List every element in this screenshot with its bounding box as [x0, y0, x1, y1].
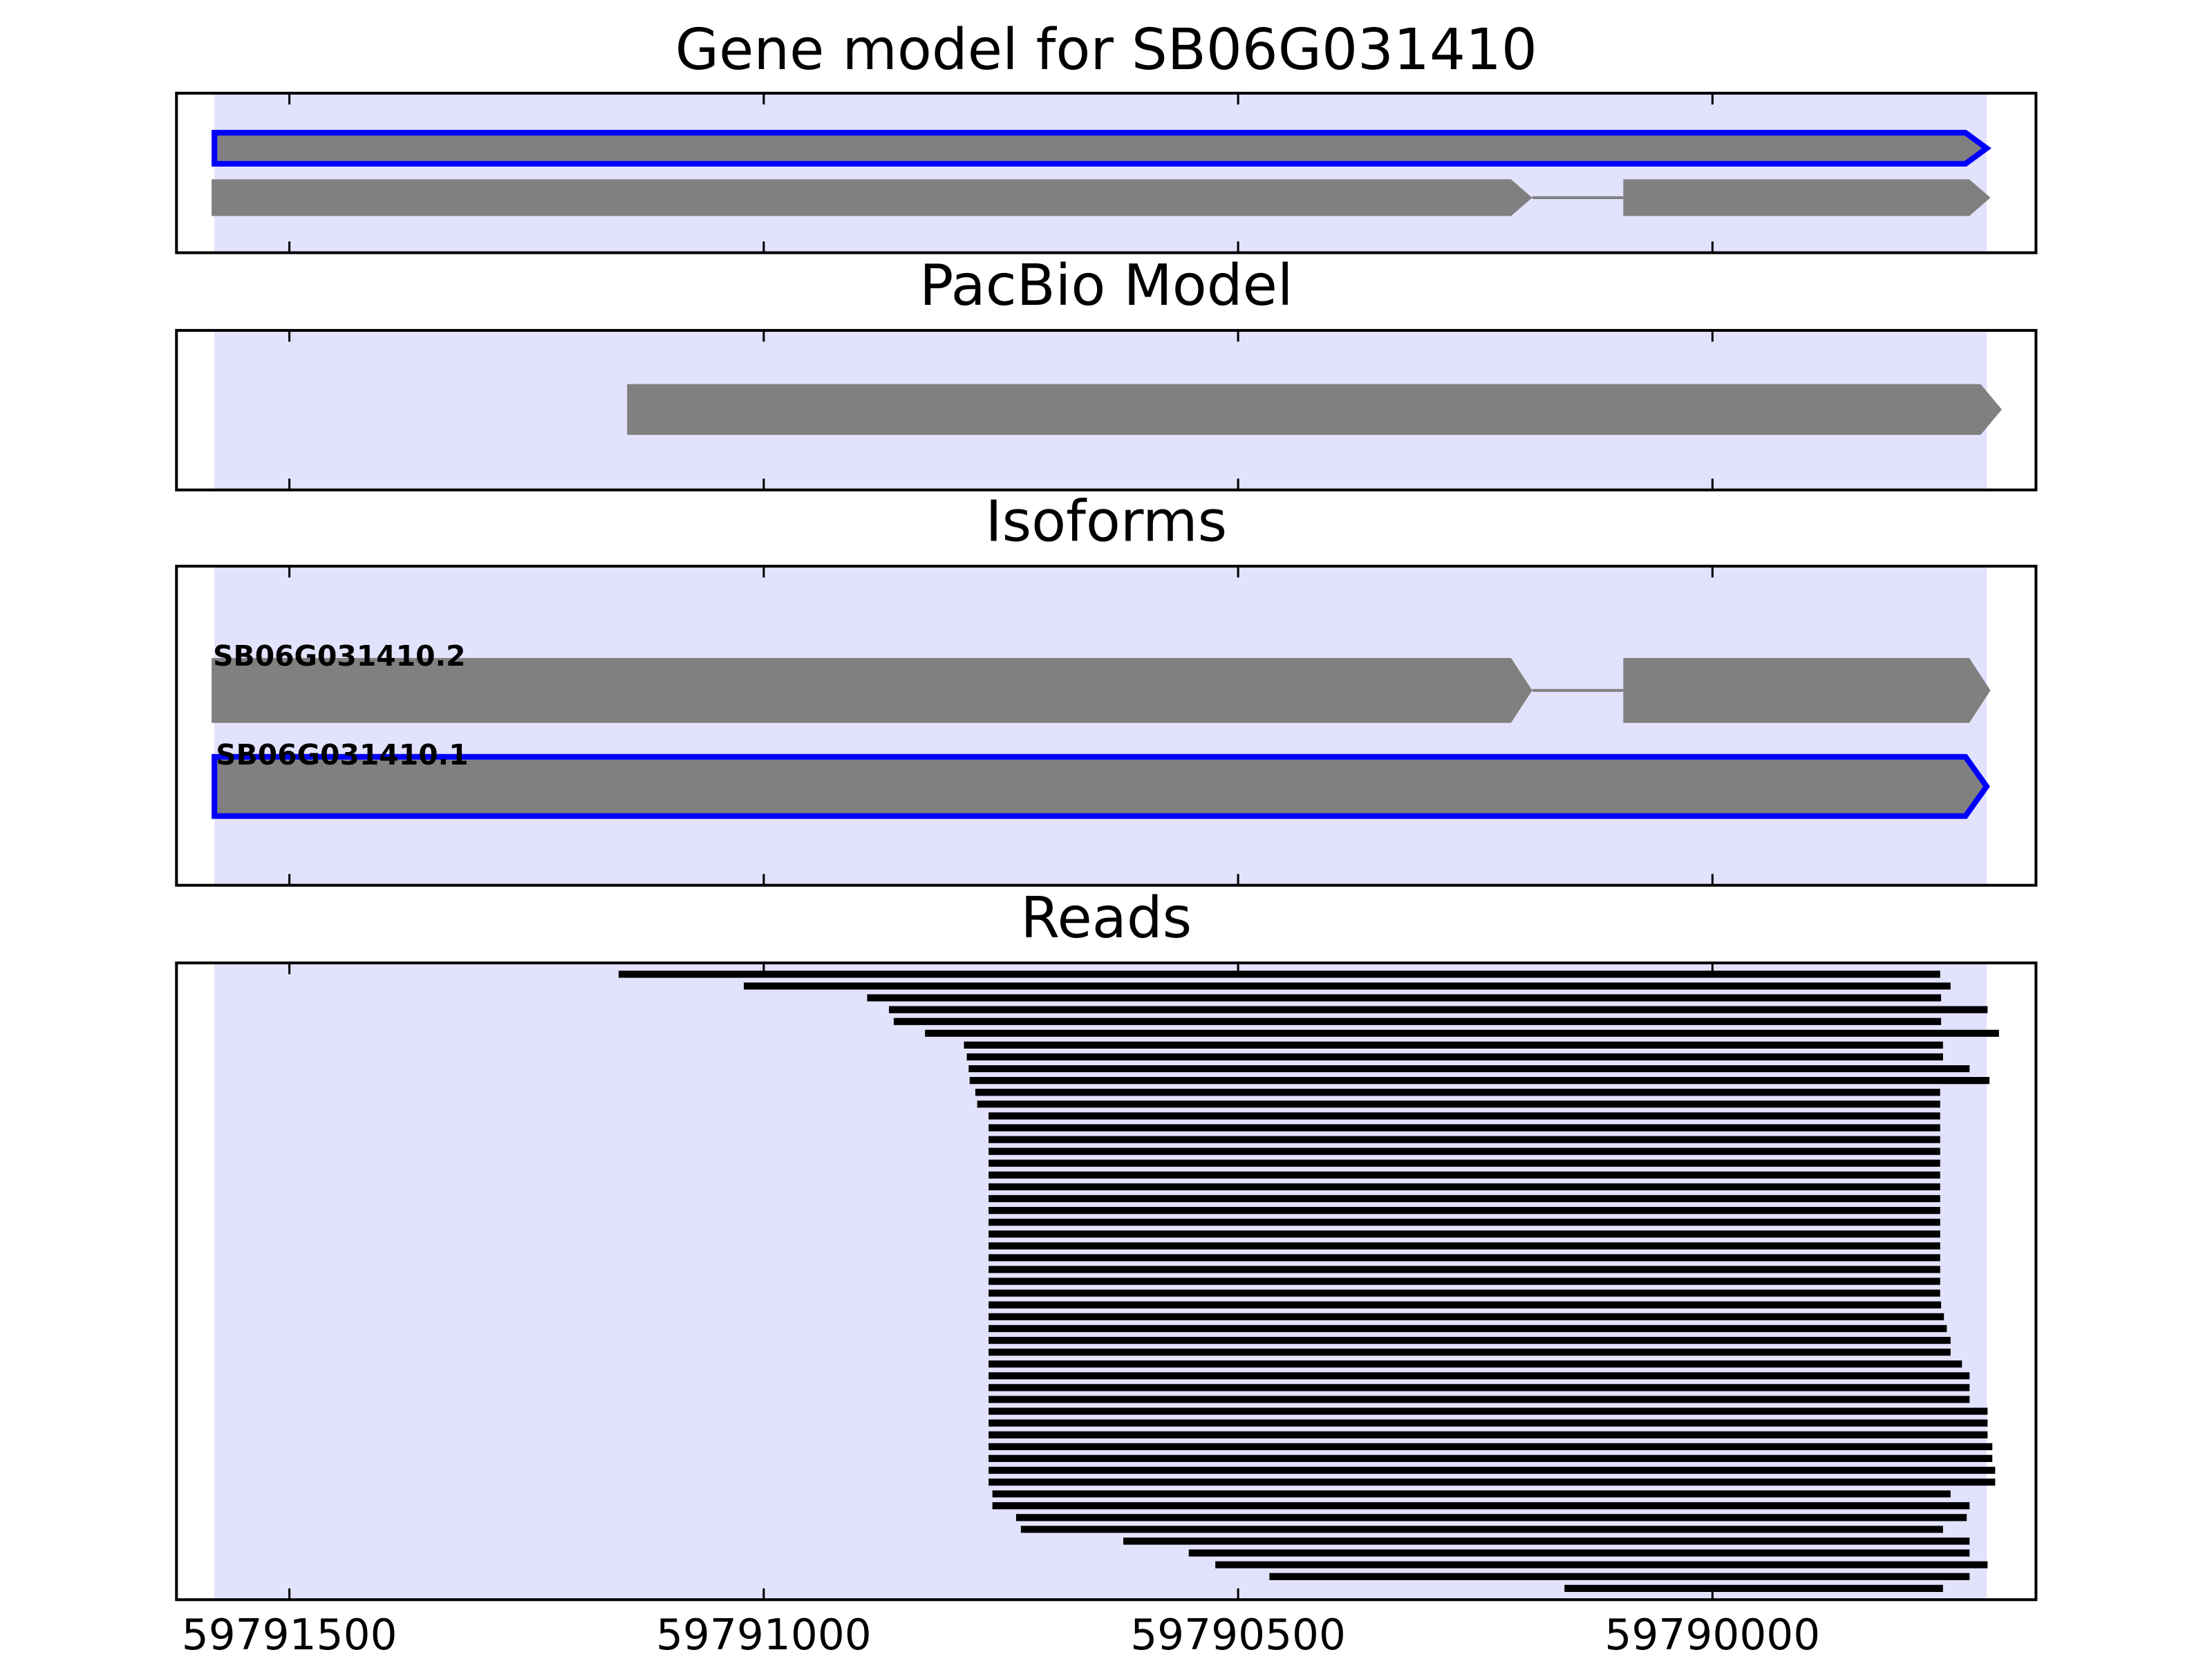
isoform-label: SB06G031410.2	[213, 639, 465, 673]
highlight-region	[214, 566, 1987, 885]
feature	[212, 657, 1991, 723]
x-tick-label: 59790500	[1130, 1611, 1346, 1659]
plot-frame	[175, 565, 2038, 887]
exon	[212, 657, 1533, 723]
plot-frame	[175, 328, 2038, 491]
exon	[627, 384, 2002, 435]
panel-title: Reads	[1020, 885, 1192, 951]
highlight-region	[214, 93, 1987, 253]
exon	[1623, 657, 1991, 723]
exon	[212, 129, 1991, 167]
panel-title: Isoforms	[986, 489, 1228, 554]
exon	[1623, 179, 1991, 216]
x-tick-label: 59790000	[1604, 1611, 1820, 1659]
feature	[212, 129, 1991, 167]
feature	[212, 753, 1991, 819]
plot-frame	[175, 91, 2038, 254]
x-tick-label: 59791000	[656, 1611, 872, 1659]
x-tick-label: 59791500	[182, 1611, 397, 1659]
panel-title: Gene model for SB06G031410	[675, 17, 1537, 83]
isoform-label: SB06G031410.1	[216, 738, 468, 771]
plot-frame	[175, 961, 2038, 1602]
feature	[627, 384, 2002, 435]
feature	[212, 179, 1991, 216]
exon	[212, 179, 1533, 216]
panel-title: PacBio Model	[919, 253, 1293, 319]
exon	[212, 753, 1991, 819]
